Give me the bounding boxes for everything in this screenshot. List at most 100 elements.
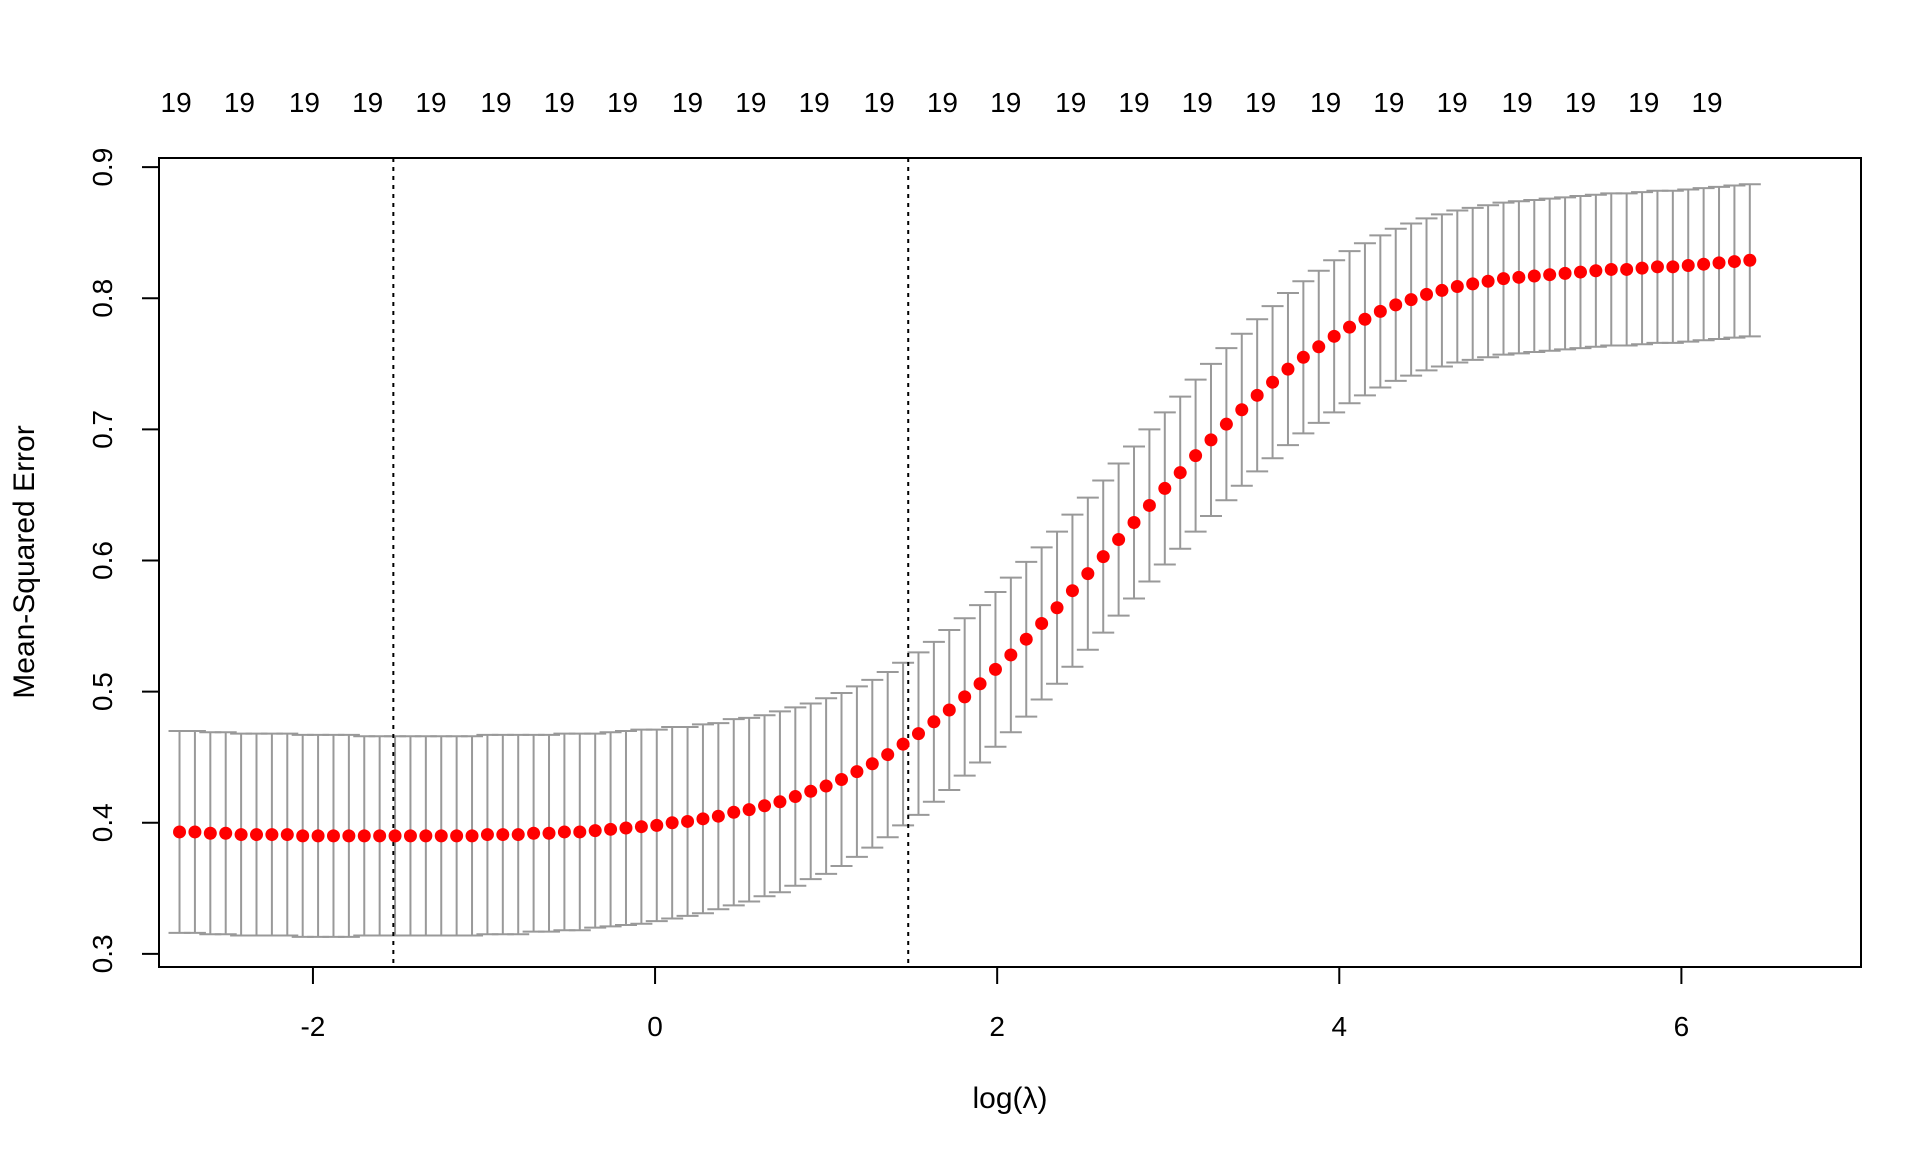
data-point [465,829,479,843]
data-point [1512,270,1526,284]
top-axis-label: 19 [1628,87,1659,118]
data-point [1404,293,1418,307]
data-point [1650,260,1664,274]
data-point [665,816,679,830]
top-axis-label: 19 [1502,87,1533,118]
top-axis-label: 19 [544,87,575,118]
data-point [1004,648,1018,662]
top-axis-label: 19 [672,87,703,118]
data-point [1558,266,1572,280]
data-point [1219,417,1233,431]
data-point [1466,277,1480,291]
top-axis-label: 19 [1437,87,1468,118]
data-point [1296,350,1310,364]
y-tick-label: 0.4 [87,803,118,842]
data-point [1096,550,1110,564]
data-point [1420,287,1434,301]
top-axis-label: 19 [990,87,1021,118]
x-axis: -2 0 2 4 6 [300,966,1689,1042]
data-point [634,820,648,834]
data-point [865,757,879,771]
data-point [1435,283,1449,297]
data-point [958,690,972,704]
data-point [388,829,402,843]
data-point [219,826,233,840]
top-axis-label: 19 [1118,87,1149,118]
top-axis-label: 19 [352,87,383,118]
x-tick-label: -2 [300,1011,325,1042]
data-point [1327,329,1341,343]
top-axis-label: 19 [415,87,446,118]
data-point [250,828,264,842]
x-tick-label: 0 [647,1011,663,1042]
top-axis-label: 19 [1182,87,1213,118]
top-axis-label: 19 [1691,87,1722,118]
data-point [573,825,587,839]
data-point [234,828,248,842]
top-axis-label: 19 [735,87,766,118]
data-point [1235,403,1249,417]
data-point [1035,616,1049,630]
data-point [342,829,356,843]
data-point [311,829,325,843]
y-axis: 0.3 0.4 0.5 0.6 0.7 0.8 0.9 [87,148,160,973]
x-tick-label: 4 [1331,1011,1347,1042]
data-point [896,737,910,751]
data-point [173,825,187,839]
data-point [619,821,633,835]
data-point [1373,304,1387,318]
data-point [557,825,571,839]
data-point [1281,362,1295,376]
data-point [450,829,464,843]
data-point [1620,262,1634,276]
data-point [1081,567,1095,581]
data-point [942,703,956,717]
top-axis-label: 19 [607,87,638,118]
data-point [403,829,417,843]
data-point [1189,449,1203,463]
data-point [1681,259,1695,273]
data-point [727,805,741,819]
data-point [1204,433,1218,447]
data-point [973,677,987,691]
data-point [1697,257,1711,271]
top-axis-label: 19 [480,87,511,118]
data-point [927,715,941,729]
data-point [1743,253,1757,267]
data-point [1127,516,1141,530]
data-point [681,814,695,828]
data-point [1142,498,1156,512]
data-point [804,784,818,798]
data-point [1389,298,1403,312]
y-tick-label: 0.5 [87,672,118,711]
data-point [819,779,833,793]
data-point [1266,375,1280,389]
top-axis-label: 19 [161,87,192,118]
data-point [542,826,556,840]
y-tick-label: 0.6 [87,541,118,580]
data-point [1112,533,1126,547]
data-point [773,795,787,809]
y-axis-title: Mean-Squared Error [8,425,41,698]
data-point [1573,265,1587,279]
data-point [1358,312,1372,326]
top-axis-label: 19 [864,87,895,118]
data-point [326,829,340,843]
data-point [1543,268,1557,282]
data-point [788,790,802,804]
data-point [419,829,433,843]
data-point [1173,466,1187,480]
data-point [296,829,310,843]
top-axis-label: 19 [1245,87,1276,118]
data-point [1450,279,1464,293]
data-point [1527,269,1541,283]
top-axis-label: 19 [224,87,255,118]
data-point [527,826,541,840]
top-axis-label: 19 [1310,87,1341,118]
y-tick-label: 0.3 [87,934,118,973]
data-point [373,829,387,843]
data-point [188,825,202,839]
errorbar-layer [168,183,1761,938]
y-tick-label: 0.8 [87,279,118,318]
